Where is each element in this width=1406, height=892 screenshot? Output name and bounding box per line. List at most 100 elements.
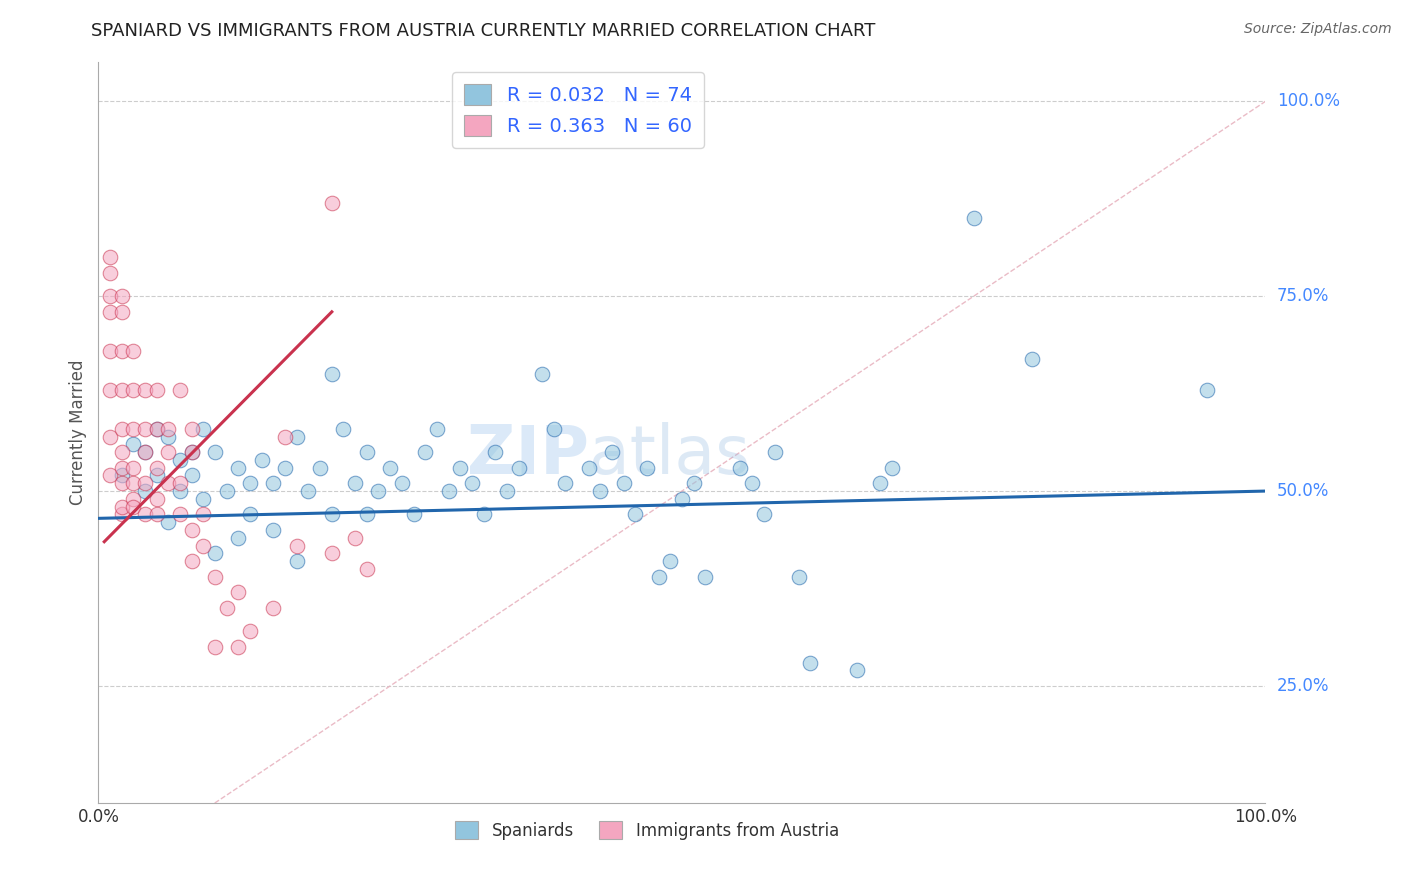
Point: [215, 484, 238, 499]
Point: [508, 460, 530, 475]
Point: [472, 508, 495, 522]
Point: [543, 422, 565, 436]
Point: [204, 640, 226, 654]
Text: ZIP: ZIP: [467, 422, 589, 488]
Point: [530, 367, 553, 381]
Point: [122, 476, 145, 491]
Point: [589, 484, 612, 499]
Point: [111, 468, 134, 483]
Point: [787, 570, 810, 584]
Point: [274, 460, 297, 475]
Point: [215, 601, 238, 615]
Text: atlas: atlas: [589, 422, 749, 488]
Point: [122, 491, 145, 506]
Text: 50.0%: 50.0%: [1277, 482, 1330, 500]
Point: [122, 460, 145, 475]
Point: [671, 491, 693, 506]
Point: [321, 195, 343, 210]
Point: [180, 422, 202, 436]
Point: [180, 445, 202, 459]
Point: [111, 289, 134, 303]
Point: [180, 523, 202, 537]
Point: [111, 343, 134, 358]
Point: [356, 508, 378, 522]
Point: [134, 445, 156, 459]
Point: [134, 484, 156, 499]
Point: [695, 570, 717, 584]
Point: [1195, 383, 1218, 397]
Point: [228, 531, 250, 545]
Point: [367, 484, 389, 499]
Point: [98, 250, 121, 264]
Point: [111, 500, 134, 514]
Point: [659, 554, 682, 568]
Point: [344, 476, 367, 491]
Point: [578, 460, 600, 475]
Point: [600, 445, 623, 459]
Text: 75.0%: 75.0%: [1277, 287, 1330, 305]
Point: [169, 453, 191, 467]
Point: [321, 546, 343, 560]
Point: [682, 476, 704, 491]
Point: [752, 508, 775, 522]
Y-axis label: Currently Married: Currently Married: [69, 359, 87, 506]
Point: [741, 476, 763, 491]
Legend: Spaniards, Immigrants from Austria: Spaniards, Immigrants from Austria: [449, 814, 845, 847]
Point: [180, 445, 202, 459]
Point: [239, 476, 262, 491]
Point: [262, 476, 284, 491]
Point: [730, 460, 752, 475]
Point: [146, 491, 169, 506]
Point: [122, 383, 145, 397]
Point: [98, 305, 121, 319]
Point: [157, 429, 180, 443]
Point: [134, 508, 156, 522]
Point: [111, 508, 134, 522]
Point: [449, 460, 471, 475]
Point: [285, 554, 308, 568]
Point: [461, 476, 484, 491]
Point: [122, 343, 145, 358]
Point: [111, 422, 134, 436]
Point: [285, 429, 308, 443]
Point: [869, 476, 891, 491]
Text: 25.0%: 25.0%: [1277, 677, 1330, 695]
Point: [799, 656, 821, 670]
Point: [146, 383, 169, 397]
Point: [193, 422, 215, 436]
Point: [309, 460, 332, 475]
Point: [846, 663, 869, 677]
Point: [169, 484, 191, 499]
Point: [180, 554, 202, 568]
Point: [98, 468, 121, 483]
Point: [962, 211, 984, 226]
Point: [356, 445, 378, 459]
Point: [496, 484, 519, 499]
Point: [344, 531, 367, 545]
Point: [380, 460, 402, 475]
Point: [228, 585, 250, 599]
Point: [134, 445, 156, 459]
Point: [880, 460, 903, 475]
Point: [437, 484, 460, 499]
Point: [134, 383, 156, 397]
Point: [98, 266, 121, 280]
Point: [111, 460, 134, 475]
Point: [111, 383, 134, 397]
Point: [1021, 351, 1043, 366]
Point: [146, 460, 169, 475]
Point: [391, 476, 413, 491]
Point: [613, 476, 636, 491]
Point: [111, 476, 134, 491]
Point: [763, 445, 786, 459]
Point: [157, 476, 180, 491]
Point: [169, 383, 191, 397]
Point: [98, 383, 121, 397]
Point: [146, 422, 169, 436]
Point: [297, 484, 319, 499]
Point: [321, 367, 343, 381]
Point: [426, 422, 449, 436]
Point: [228, 460, 250, 475]
Point: [228, 640, 250, 654]
Point: [157, 445, 180, 459]
